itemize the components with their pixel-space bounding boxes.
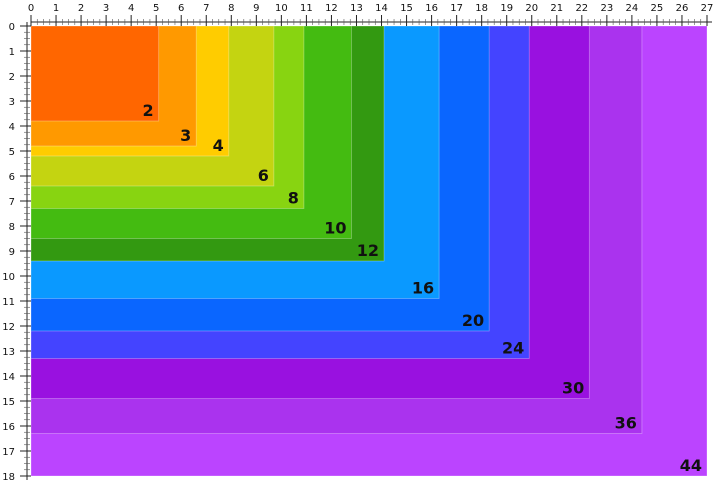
- x-tick-label: 18: [475, 3, 488, 14]
- x-tick-label: 24: [626, 3, 639, 14]
- size-rect-label-12: 12: [357, 241, 379, 260]
- size-rect-label-30: 30: [562, 379, 584, 398]
- x-tick-label: 27: [701, 3, 714, 14]
- y-tick-label: 3: [9, 97, 15, 108]
- size-rect-2: [30, 25, 160, 122]
- y-tick-label: 10: [2, 272, 15, 283]
- x-tick-label: 25: [651, 3, 664, 14]
- x-tick-label: 8: [228, 3, 234, 14]
- y-tick-label: 16: [2, 422, 15, 433]
- y-tick-label: 9: [9, 247, 15, 258]
- size-rect-label-24: 24: [502, 339, 524, 358]
- size-rect-label-16: 16: [412, 279, 434, 298]
- y-tick-label: 7: [9, 197, 15, 208]
- rectangles-layer: 44 36 30 24 20 16 12 10 86 4 3 2: [30, 25, 708, 477]
- x-tick-label: 15: [400, 3, 413, 14]
- size-rect-label-44: 44: [680, 456, 702, 475]
- y-tick-label: 5: [9, 147, 15, 158]
- y-tick-label: 12: [2, 322, 15, 333]
- y-tick-label: 6: [9, 172, 15, 183]
- x-tick-label: 19: [500, 3, 513, 14]
- y-tick-label: 18: [2, 472, 15, 483]
- y-tick-label: 2: [9, 72, 15, 83]
- x-tick-label: 0: [28, 3, 34, 14]
- x-tick-label: 23: [600, 3, 613, 14]
- y-tick-label: 13: [2, 347, 15, 358]
- x-tick-label: 20: [525, 3, 538, 14]
- size-rect-label-8: 8: [288, 189, 299, 208]
- x-tick-label: 22: [575, 3, 588, 14]
- y-tick-label: 11: [2, 297, 15, 308]
- y-tick-label: 0: [9, 22, 15, 33]
- x-tick-label: 13: [350, 3, 363, 14]
- x-tick-label: 12: [325, 3, 338, 14]
- x-tick-label: 14: [375, 3, 388, 14]
- size-rect-label-2: 2: [143, 101, 154, 120]
- y-tick-label: 14: [2, 372, 15, 383]
- x-tick-label: 3: [103, 3, 109, 14]
- x-tick-label: 6: [178, 3, 184, 14]
- x-tick-label: 21: [550, 3, 563, 14]
- y-tick-label: 17: [2, 447, 15, 458]
- x-tick-label: 2: [78, 3, 84, 14]
- size-rect-label-3: 3: [180, 126, 191, 145]
- x-tick-label: 4: [128, 3, 134, 14]
- x-tick-label: 9: [253, 3, 259, 14]
- size-rect-label-4: 4: [213, 136, 224, 155]
- size-rect-label-6: 6: [258, 166, 269, 185]
- x-tick-label: 17: [450, 3, 463, 14]
- x-tick-label: 16: [425, 3, 438, 14]
- size-rect-label-10: 10: [324, 219, 346, 238]
- size-rect-label-36: 36: [615, 414, 637, 433]
- x-tick-label: 26: [676, 3, 689, 14]
- y-tick-label: 8: [9, 222, 15, 233]
- y-tick-label: 4: [9, 122, 15, 133]
- x-tick-label: 10: [275, 3, 288, 14]
- y-tick-label: 15: [2, 397, 15, 408]
- x-tick-label: 1: [53, 3, 59, 14]
- y-tick-label: 1: [9, 47, 15, 58]
- x-tick-label: 11: [300, 3, 313, 14]
- x-axis-ruler: 0 1 2 3 4 5 6 7 8 9 10 11 12 13 14 15 16 17 18 19 20 21 22 23 24…: [28, 3, 714, 26]
- size-rect-label-20: 20: [462, 311, 484, 330]
- x-tick-label: 5: [153, 3, 159, 14]
- x-tick-label: 7: [203, 3, 209, 14]
